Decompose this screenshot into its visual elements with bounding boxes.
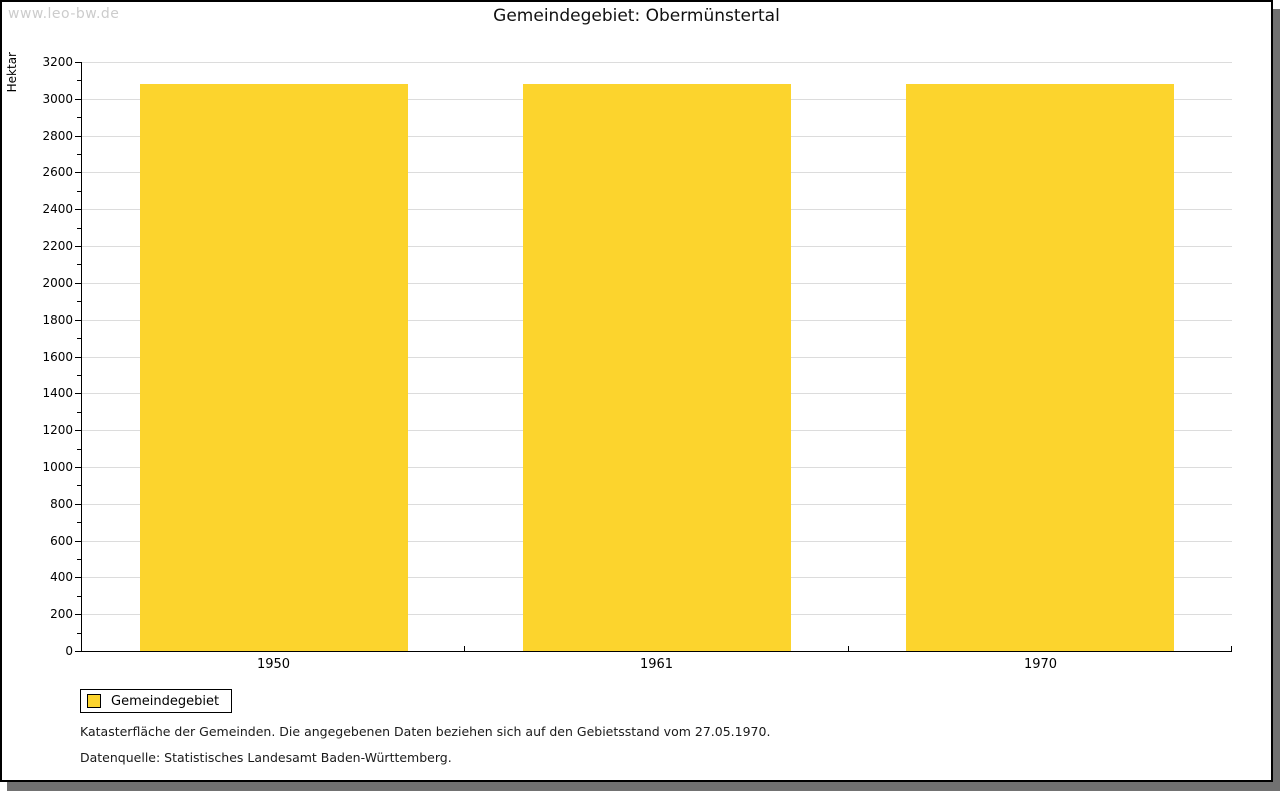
y-axis-minor-tick	[77, 596, 81, 597]
y-axis-major-tick	[75, 577, 81, 578]
legend-label: Gemeindegebiet	[111, 693, 220, 709]
y-axis-minor-tick	[77, 117, 81, 118]
y-axis-title: Hektar	[5, 52, 19, 93]
bar-1970	[906, 84, 1174, 651]
y-axis-tick-label: 600	[50, 534, 73, 548]
y-axis-minor-tick	[77, 449, 81, 450]
y-axis-major-tick	[75, 430, 81, 431]
y-axis-tick-label: 200	[50, 607, 73, 621]
y-axis-minor-tick	[77, 154, 81, 155]
y-axis-major-tick	[75, 357, 81, 358]
plot-area: 0 200 400 600 800 1000 1200 1400 1600 1800 2000 220…	[42, 55, 1232, 672]
y-axis-tick-label: 0	[65, 644, 73, 658]
y-axis-tick-label: 1600	[42, 350, 73, 364]
y-axis-minor-tick	[77, 375, 81, 376]
y-axis-tick-label: 2200	[42, 239, 73, 253]
y-axis-minor-tick	[77, 485, 81, 486]
x-axis-tick	[848, 646, 849, 651]
legend-swatch	[87, 694, 101, 708]
y-axis-minor-tick	[77, 559, 81, 560]
bar-1961	[523, 84, 791, 651]
y-axis-tick-label: 2400	[42, 202, 73, 216]
y-axis-major-tick	[75, 504, 81, 505]
chart-title: Gemeindegebiet: Obermünstertal	[493, 6, 780, 26]
y-axis-minor-tick	[77, 338, 81, 339]
y-axis-tick-label: 1200	[42, 423, 73, 437]
y-axis-tick-label: 1000	[42, 460, 73, 474]
y-axis-tick-label: 2600	[42, 165, 73, 179]
y-axis-major-tick	[75, 541, 81, 542]
x-axis-category-label: 1950	[256, 657, 291, 672]
y-axis-major-tick	[75, 467, 81, 468]
y-axis-minor-tick	[77, 412, 81, 413]
y-axis-major-tick	[75, 99, 81, 100]
watermark-text: www.leo-bw.de	[8, 6, 120, 22]
x-axis-tick	[464, 646, 465, 651]
y-axis-minor-tick	[77, 80, 81, 81]
y-axis-major-tick	[75, 246, 81, 247]
y-axis-major-tick	[75, 62, 81, 63]
gridline	[82, 62, 1232, 63]
y-axis-major-tick	[75, 320, 81, 321]
y-axis-tick-label: 2800	[42, 129, 73, 143]
y-axis-minor-tick	[77, 264, 81, 265]
y-axis-major-tick	[75, 209, 81, 210]
y-axis-major-tick	[75, 283, 81, 284]
y-axis-major-tick	[75, 172, 81, 173]
y-axis-minor-tick	[77, 522, 81, 523]
y-axis-tick-label: 400	[50, 570, 73, 584]
footer-source: Datenquelle: Statistisches Landesamt Bad…	[80, 750, 452, 765]
y-axis-major-tick	[75, 136, 81, 137]
y-axis-major-tick	[75, 614, 81, 615]
y-axis-minor-tick	[77, 228, 81, 229]
y-axis-major-tick	[75, 393, 81, 394]
y-axis-minor-tick	[77, 301, 81, 302]
x-axis-category-label: 1970	[1023, 657, 1058, 672]
y-axis-minor-tick	[77, 191, 81, 192]
footer-note: Katasterfläche der Gemeinden. Die angege…	[80, 724, 771, 739]
x-axis-category-label: 1961	[639, 657, 674, 672]
y-axis-tick-label: 1400	[42, 386, 73, 400]
y-axis-tick-label: 3200	[42, 55, 73, 69]
y-axis-tick-label: 3000	[42, 92, 73, 106]
x-axis-tick	[1231, 646, 1232, 651]
y-axis-minor-tick	[77, 633, 81, 634]
y-axis-major-tick	[75, 651, 81, 652]
legend: Gemeindegebiet	[80, 689, 233, 713]
bar-1950	[140, 84, 408, 651]
y-axis-tick-label: 1800	[42, 313, 73, 327]
y-axis-tick-label: 2000	[42, 276, 73, 290]
y-axis-tick-label: 800	[50, 497, 73, 511]
